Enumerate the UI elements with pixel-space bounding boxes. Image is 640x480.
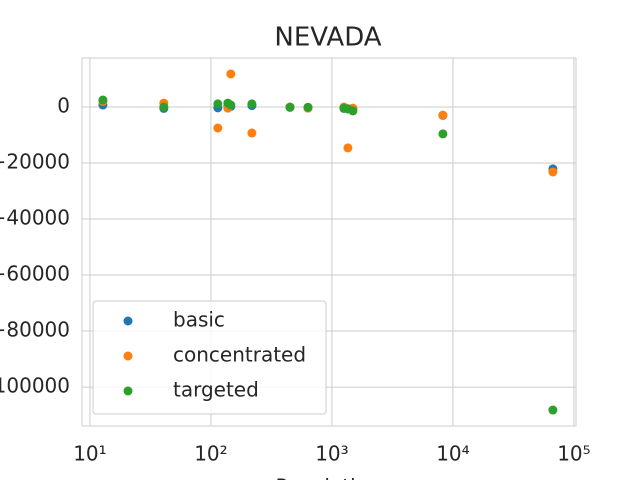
legend-marker <box>123 351 133 361</box>
x-tick-label: 10⁵ <box>557 442 590 466</box>
y-tick-label: −60000 <box>0 262 70 286</box>
y-tick-label: 0 <box>57 94 70 118</box>
point <box>348 106 358 116</box>
y-tick-label: −80000 <box>0 318 70 342</box>
y-tick-label: −100000 <box>0 374 70 398</box>
legend-label: basic <box>173 308 225 332</box>
x-axis-label: Population <box>275 475 380 480</box>
point <box>247 99 257 109</box>
point <box>438 129 448 139</box>
x-tick-label: 10⁴ <box>436 442 469 466</box>
legend-marker <box>123 386 133 396</box>
legend-label: concentrated <box>173 343 306 367</box>
x-tick-label: 10¹ <box>73 442 106 466</box>
chart-title: NEVADA <box>274 23 381 53</box>
point <box>548 405 558 415</box>
point <box>213 123 223 133</box>
legend-label: targeted <box>173 378 259 402</box>
point <box>548 167 558 177</box>
legend: basic concentrated targeted <box>92 300 327 415</box>
point <box>285 102 295 112</box>
point <box>226 100 236 110</box>
x-tick-label: 10² <box>194 442 227 466</box>
point <box>343 143 353 153</box>
y-tick-label: −40000 <box>0 206 70 230</box>
legend-marker <box>123 316 133 326</box>
legend-box <box>92 300 327 415</box>
point <box>247 128 257 138</box>
point <box>226 69 236 79</box>
point <box>159 102 169 112</box>
point <box>98 95 108 105</box>
point <box>303 102 313 112</box>
y-tick-label: −20000 <box>0 150 70 174</box>
point <box>438 110 448 120</box>
point <box>213 99 223 109</box>
x-tick-label: 10³ <box>315 442 348 466</box>
